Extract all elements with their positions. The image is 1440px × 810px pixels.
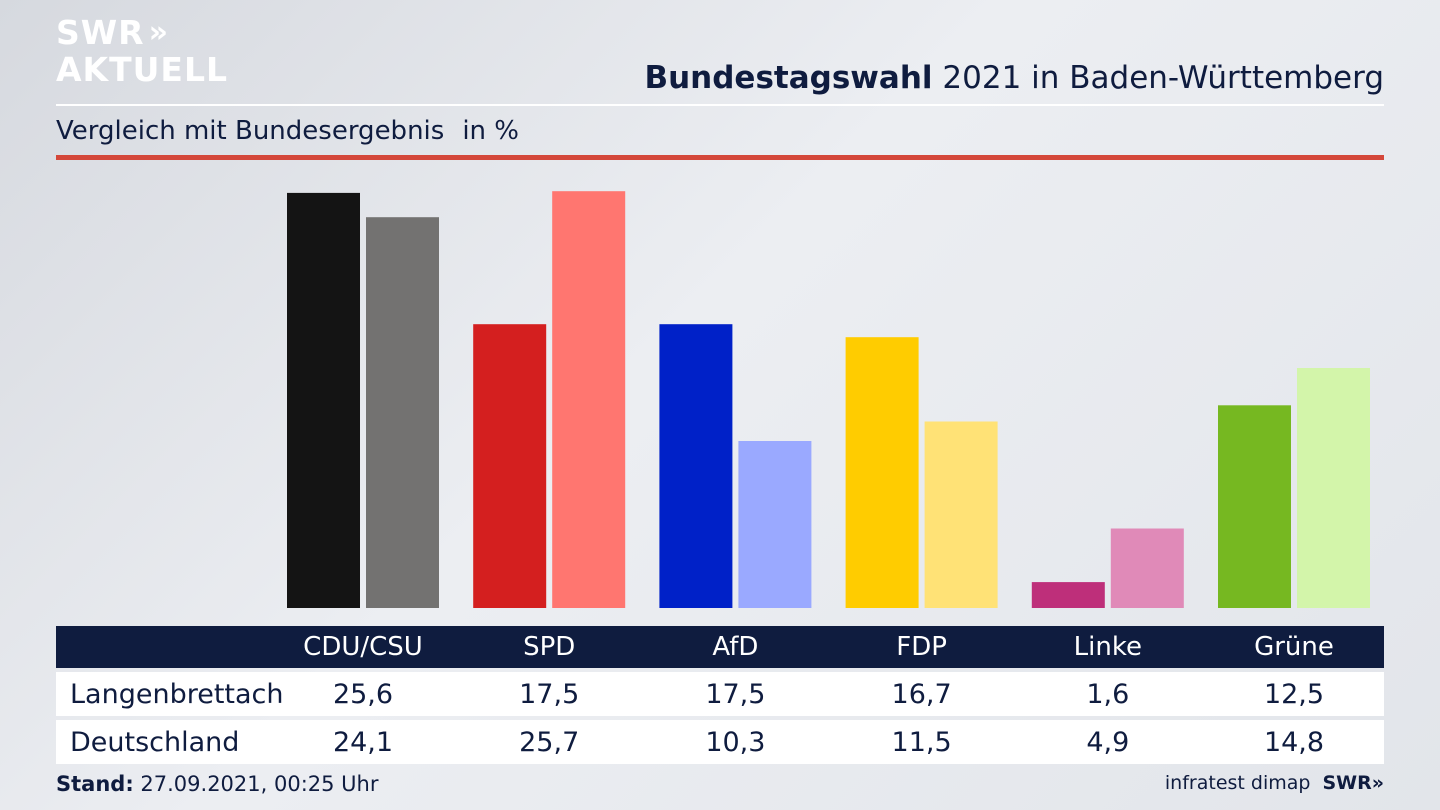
bar-linke-langenbrettach <box>1031 582 1105 608</box>
value-cell: 25,7 <box>519 726 580 758</box>
bar-chart <box>287 191 1370 608</box>
value-cell: 17,5 <box>705 678 766 710</box>
chart-title-rest: 2021 in Baden-Württemberg <box>932 60 1384 96</box>
chart-title: Bundestagswahl 2021 in Baden-Württemberg <box>644 60 1384 96</box>
value-cell: 12,5 <box>1263 678 1325 710</box>
results-table: CDU/CSU SPD AfD FDP Linke Grüne Langenbrettac… <box>56 626 1384 764</box>
bar-fdp-deutschland <box>924 421 998 608</box>
timestamp: Stand: 27.09.2021, 00:25 Uhr <box>56 772 379 796</box>
value-cell: 10,3 <box>705 726 766 758</box>
value-cell: 4,9 <box>1086 726 1130 758</box>
chart-title-bold: Bundestagswahl <box>644 60 933 96</box>
table-row: Langenbrettach 25,6 17,5 17,5 16,7 1,6 12,5 <box>56 672 1384 716</box>
value-cell: 14,8 <box>1263 726 1325 758</box>
bar-grüne-deutschland <box>1297 368 1370 608</box>
column-header: Linke <box>1073 632 1142 662</box>
source-credit: infratest dimap SWR» <box>1165 772 1384 794</box>
value-cell: 24,1 <box>332 726 394 758</box>
value-cell: 1,6 <box>1086 678 1130 710</box>
logo-aktuell-text: AKTUELL <box>56 50 229 89</box>
subtitle-unit: in % <box>462 116 519 146</box>
bar-grüne-langenbrettach <box>1218 405 1291 608</box>
subtitle-divider <box>56 155 1384 160</box>
value-cell: 17,5 <box>519 678 580 710</box>
table-row: Deutschland 24,1 25,7 10,3 11,5 4,9 14,8 <box>56 720 1384 764</box>
timestamp-label: Stand: <box>56 772 134 796</box>
column-header: SPD <box>523 632 576 662</box>
row-label: Langenbrettach <box>70 678 284 710</box>
table-header-row: CDU/CSU SPD AfD FDP Linke Grüne <box>56 626 1384 668</box>
swr-aktuell-logo: SWR» AKTUELL <box>56 16 228 86</box>
bar-cdu-csu-deutschland <box>366 217 439 608</box>
column-header: CDU/CSU <box>303 632 423 662</box>
bar-spd-langenbrettach <box>473 324 547 608</box>
bar-cdu-csu-langenbrettach <box>287 192 360 608</box>
value-cell: 11,5 <box>891 726 952 758</box>
bar-linke-deutschland <box>1110 528 1184 608</box>
title-divider <box>56 104 1384 106</box>
row-label: Deutschland <box>70 726 240 758</box>
swr-brand-logo: SWR» <box>1322 772 1384 794</box>
bar-afd-deutschland <box>738 441 812 608</box>
timestamp-value: 27.09.2021, 00:25 Uhr <box>133 772 379 796</box>
source-text: infratest dimap <box>1164 772 1311 794</box>
column-header: AfD <box>712 632 759 662</box>
chart-subtitle: Vergleich mit Bundesergebnis in % <box>56 116 519 146</box>
bar-fdp-langenbrettach <box>845 337 919 608</box>
bar-spd-deutschland <box>552 191 626 608</box>
bar-afd-langenbrettach <box>659 324 733 608</box>
subtitle-text: Vergleich mit Bundesergebnis <box>56 116 445 146</box>
logo-swr-text: SWR <box>56 13 145 52</box>
value-cell: 25,6 <box>332 678 394 710</box>
value-cell: 16,7 <box>891 678 952 710</box>
column-header: Grüne <box>1254 632 1334 662</box>
column-header: FDP <box>896 632 947 662</box>
